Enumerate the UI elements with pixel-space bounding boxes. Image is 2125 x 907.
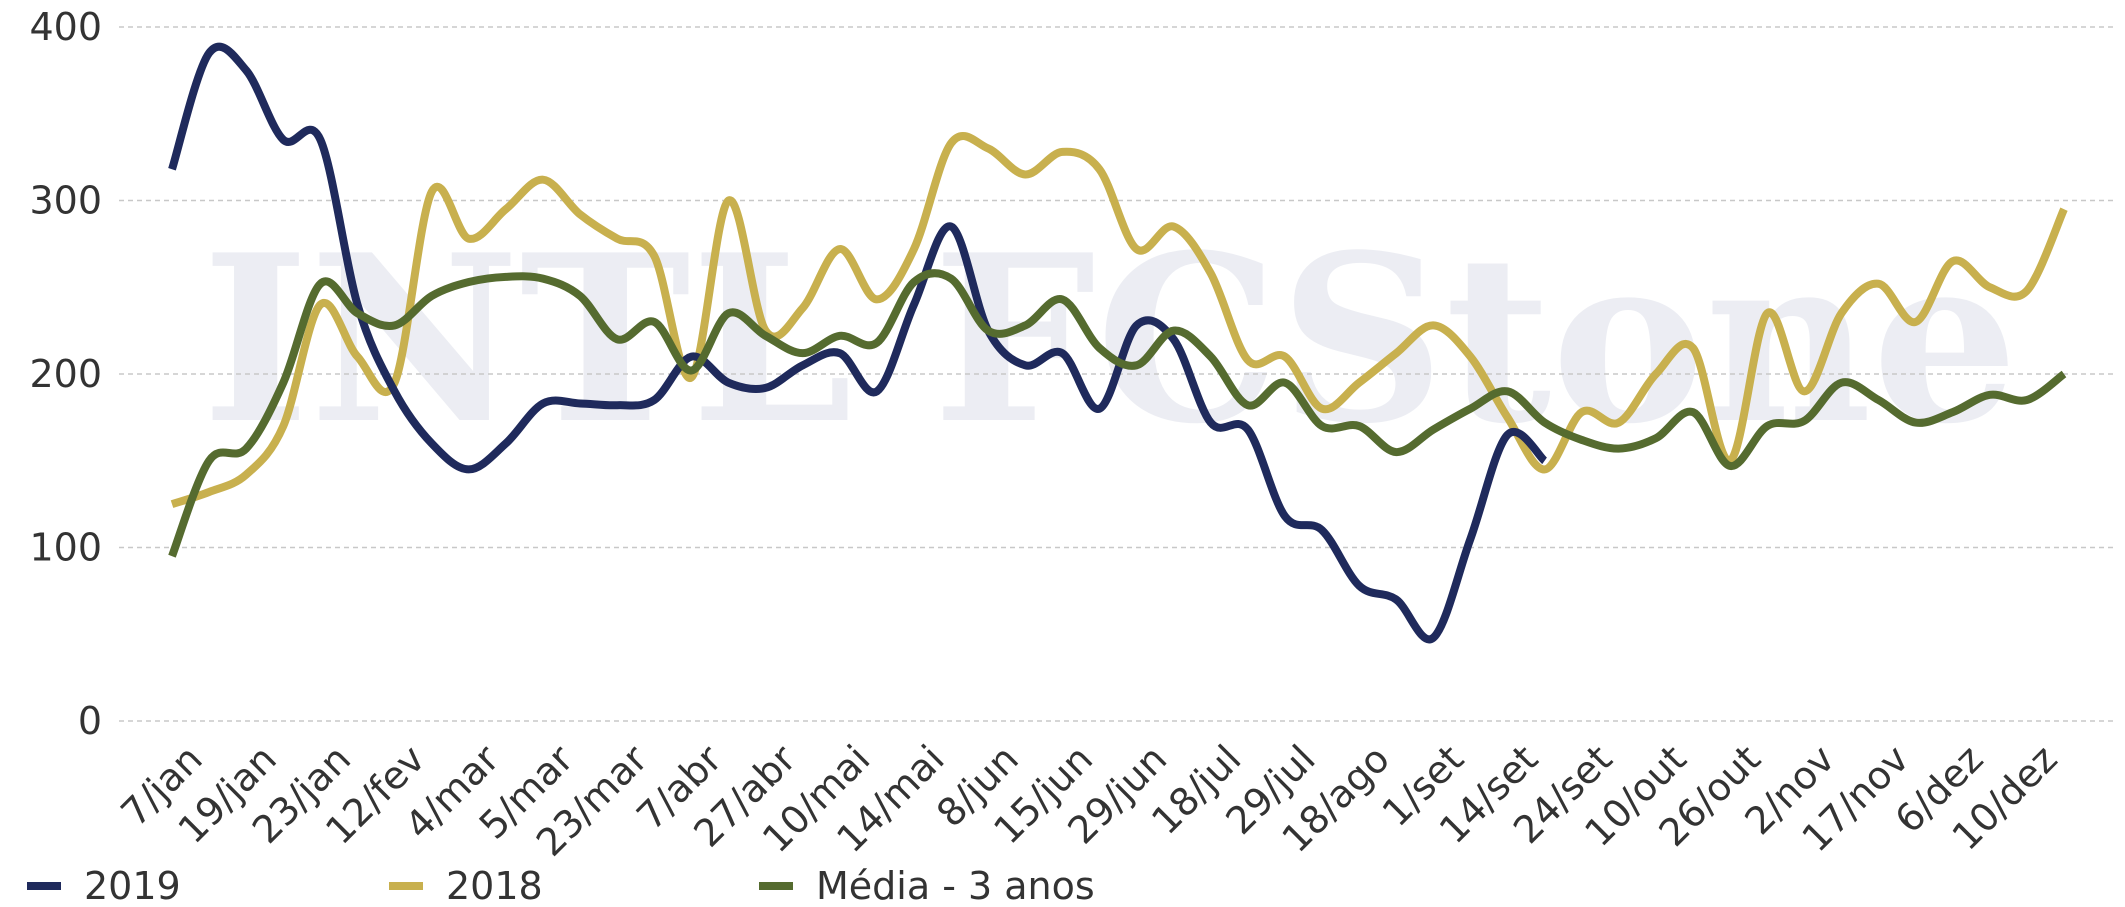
y-tick-label: 0 (78, 699, 102, 743)
legend-label: Média - 3 anos (816, 864, 1095, 907)
y-tick-label: 100 (29, 526, 102, 570)
legend-label: 2019 (84, 864, 181, 907)
series-line (168, 42, 1548, 644)
y-tick-label: 200 (29, 352, 102, 396)
series-line (168, 269, 2067, 558)
y-tick-label: 400 (29, 5, 102, 49)
legend-label: 2018 (446, 864, 543, 907)
watermark: INTL FCStone (202, 205, 2018, 475)
series-line (170, 132, 2068, 508)
y-tick-label: 300 (29, 179, 102, 223)
